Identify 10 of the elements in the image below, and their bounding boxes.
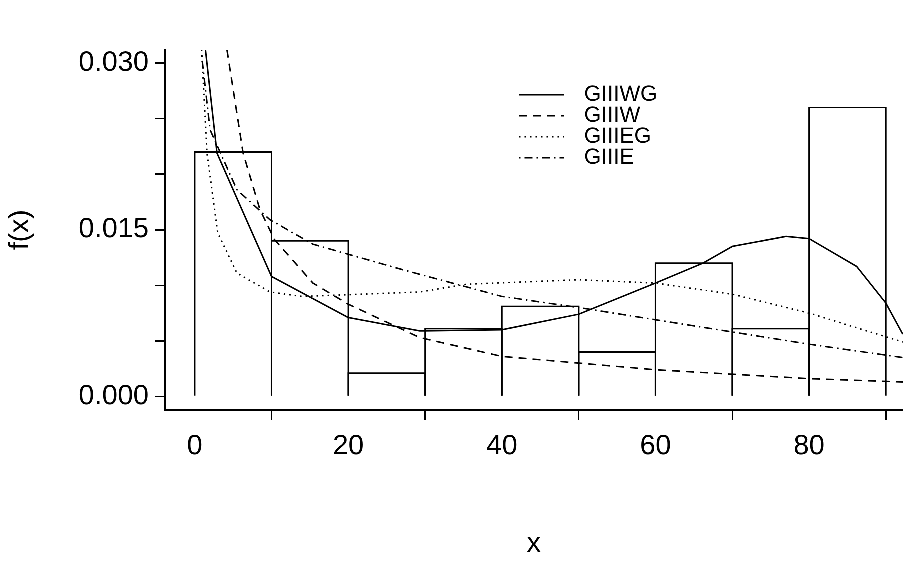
x-tick-label: 80 xyxy=(794,430,825,461)
x-tick-label: 40 xyxy=(486,430,518,461)
x-tick-label: 20 xyxy=(332,430,364,461)
x-tick-label: 60 xyxy=(640,430,672,461)
y-axis-title: f(x) xyxy=(4,210,35,250)
y-tick-label: 0.000 xyxy=(78,379,149,410)
y-tick-label: 0.015 xyxy=(78,212,149,244)
y-tick-label: 0.030 xyxy=(78,46,149,78)
x-axis-title: x xyxy=(527,526,541,558)
x-tick-label: 0 xyxy=(187,430,203,461)
